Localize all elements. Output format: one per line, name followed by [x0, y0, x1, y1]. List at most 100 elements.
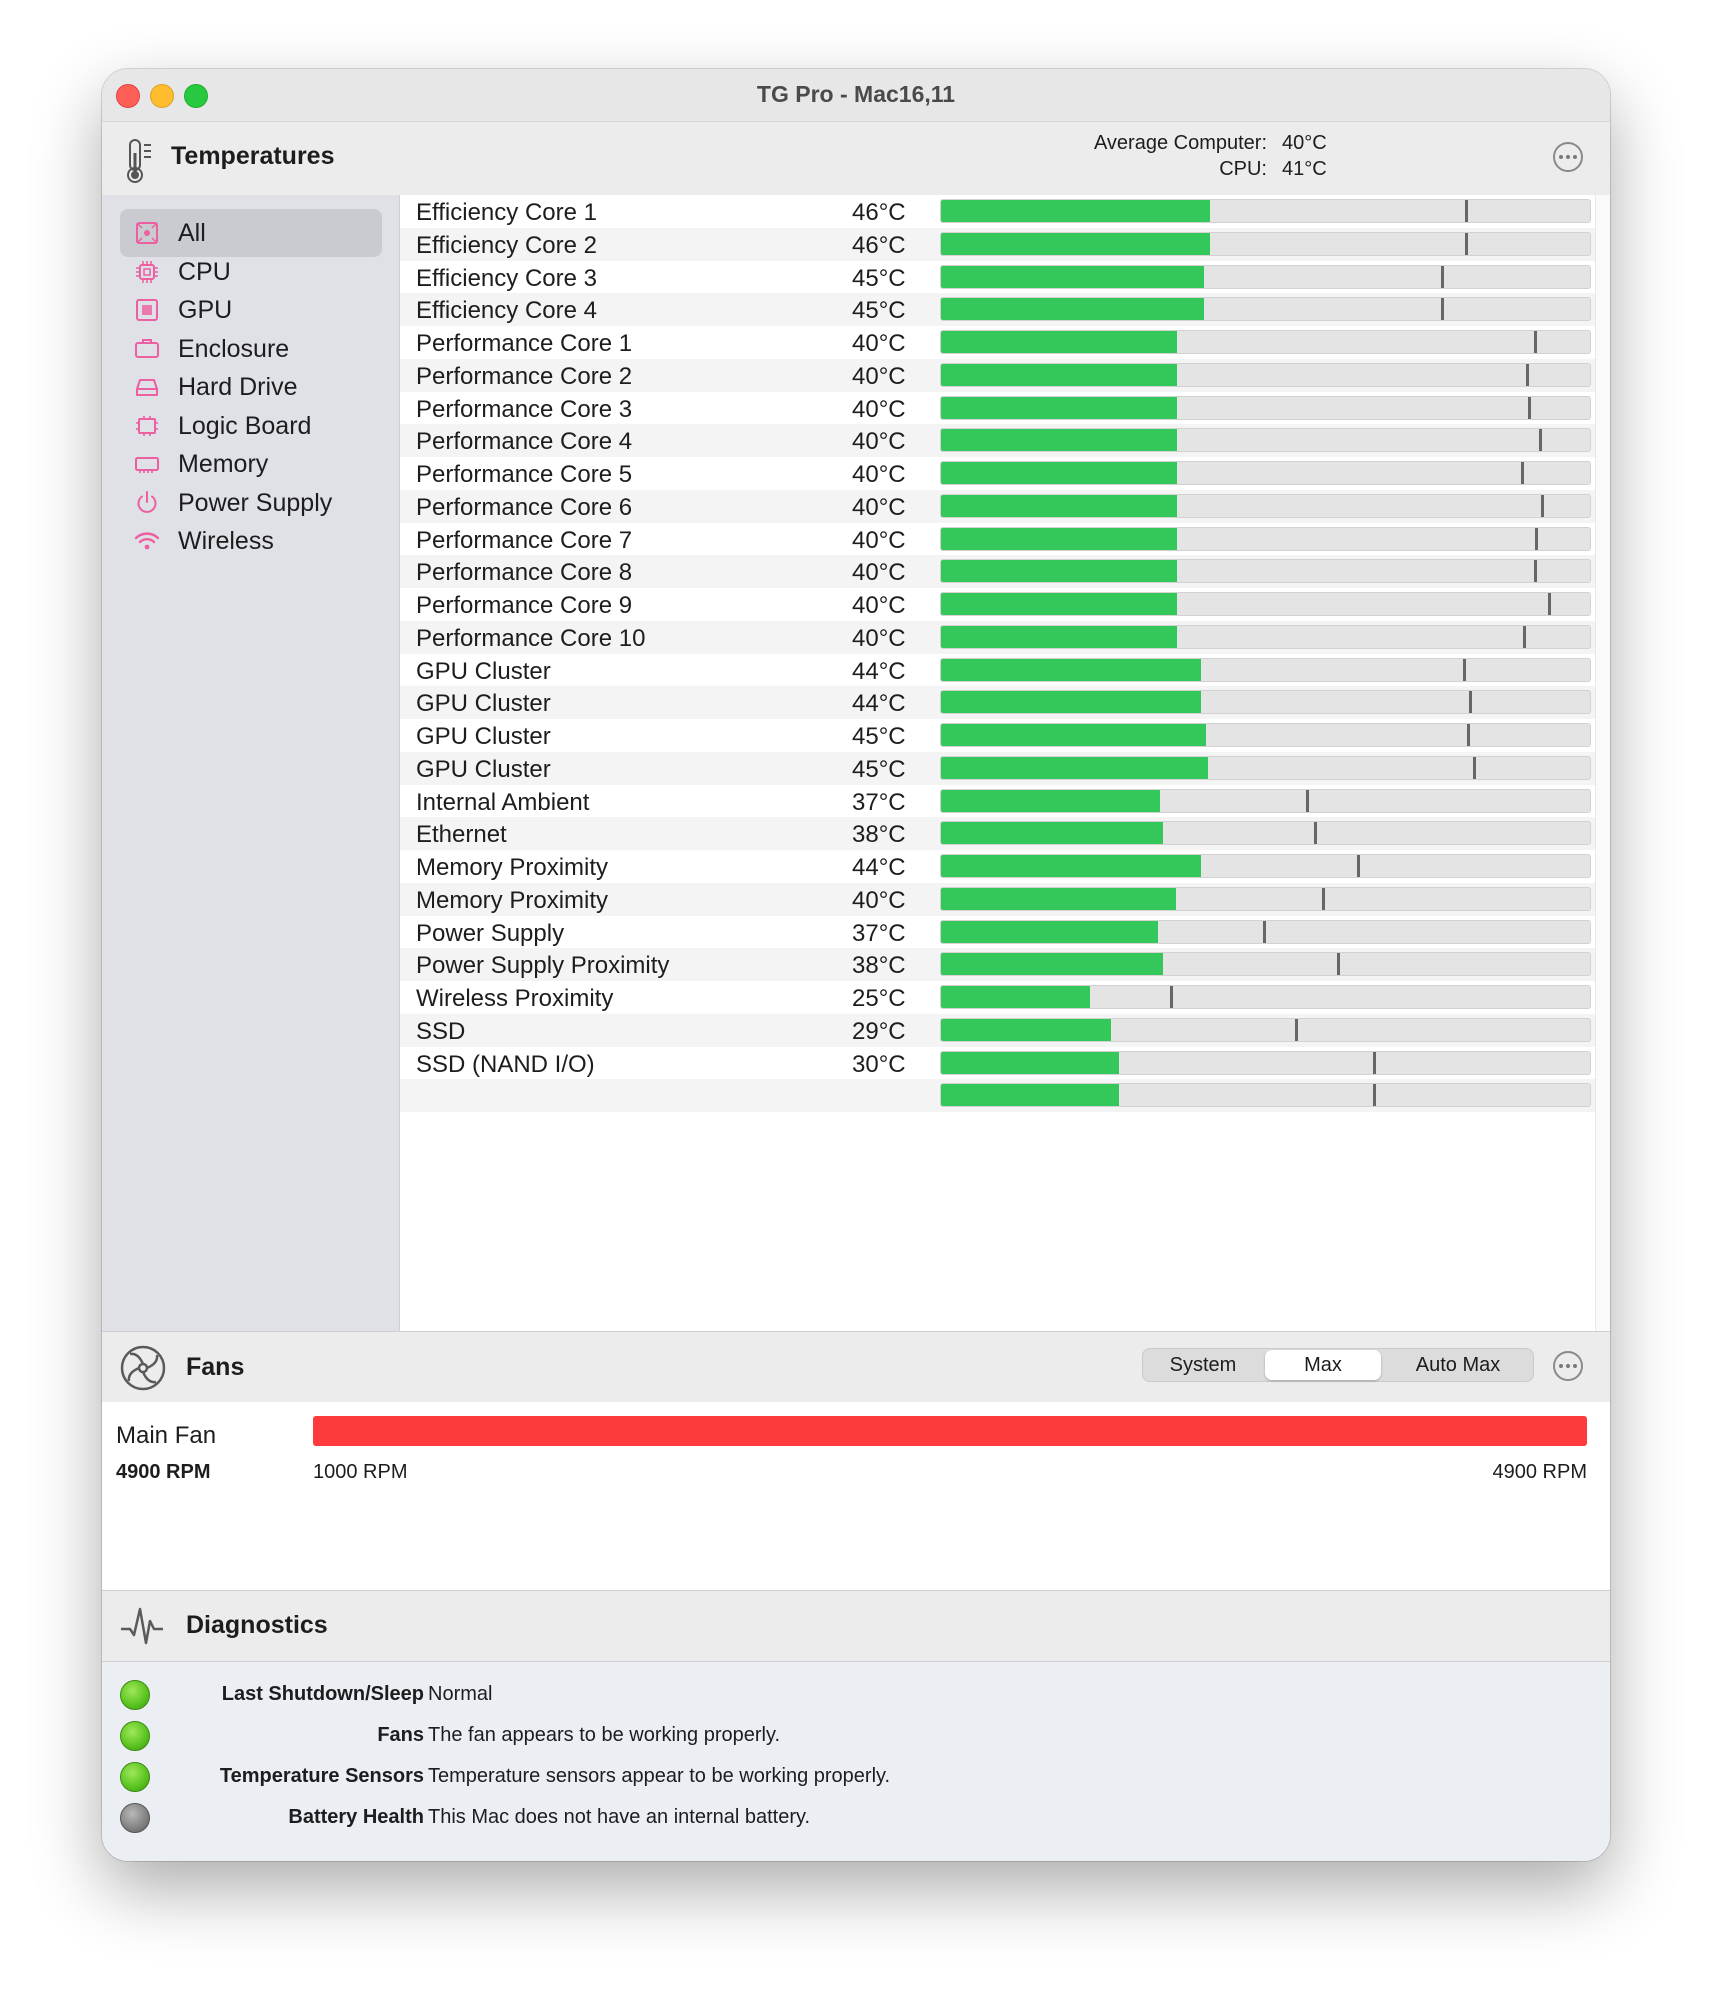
sensor-value: 45°C [852, 264, 906, 292]
sidebar-item-power-supply[interactable]: Power Supply [120, 479, 382, 527]
sensor-row[interactable]: Efficiency Core 2 46°C [400, 227, 1596, 261]
logic-board-icon [134, 413, 160, 439]
diagnostic-row: Last Shutdown/Sleep Normal [102, 1678, 1610, 1718]
sensor-temperature-fill [941, 822, 1163, 845]
sensor-row[interactable]: Performance Core 3 40°C [400, 392, 1596, 425]
sensor-temperature-bar [940, 395, 1591, 420]
sensor-row[interactable]: Efficiency Core 1 46°C [400, 195, 1596, 228]
sidebar-item-wireless[interactable]: Wireless [120, 517, 382, 565]
fan-mode-selector[interactable]: System Max Auto Max [1142, 1348, 1534, 1382]
sensor-row[interactable]: Memory Proximity 44°C [400, 850, 1596, 883]
sensor-temperature-bar [940, 690, 1591, 715]
sensor-row[interactable]: Efficiency Core 4 45°C [400, 293, 1596, 326]
diagnostic-label: Temperature Sensors [219, 1765, 424, 1787]
sensor-row[interactable]: Internal Ambient 37°C [400, 785, 1596, 818]
sensor-row[interactable]: Performance Core 7 40°C [400, 523, 1596, 556]
sensor-row[interactable]: GPU Cluster 44°C [400, 654, 1596, 687]
sensor-name: GPU Cluster [416, 723, 551, 750]
sensor-temperature-bar [940, 1017, 1591, 1042]
sensor-value: 40°C [852, 428, 906, 456]
sensor-row[interactable]: GPU Cluster 44°C [400, 686, 1596, 719]
diagnostic-text: Normal [428, 1683, 493, 1705]
diagnostic-text: The fan appears to be working properly. [428, 1724, 781, 1746]
main-fan-rpm: 4900 RPM [116, 1461, 211, 1483]
sidebar-item-hard-drive[interactable]: Hard Drive [120, 363, 382, 411]
sidebar-item-label: All [178, 219, 206, 247]
minimize-window-button[interactable] [150, 84, 174, 108]
sensor-row[interactable]: Power Supply 37°C [400, 916, 1596, 949]
temperatures-title: Temperatures [171, 142, 335, 170]
sensor-row[interactable]: Wireless Proximity 25°C [400, 981, 1596, 1014]
sensor-max-marker [1357, 855, 1360, 877]
sensor-list[interactable]: Efficiency Core 1 46°C Efficiency Core 2 46… [400, 195, 1610, 1331]
sensor-row[interactable]: Performance Core 5 40°C [400, 457, 1596, 490]
sensor-value: 30°C [852, 1050, 906, 1078]
sensor-row[interactable]: GPU Cluster 45°C [400, 751, 1596, 785]
sensor-name: Performance Core 8 [416, 559, 633, 587]
sensor-temperature-bar [940, 297, 1591, 322]
sensor-row[interactable]: SSD 29°C [400, 1013, 1596, 1047]
sidebar-item-label: Power Supply [178, 488, 333, 517]
fan-mode-system[interactable]: System [1169, 1354, 1237, 1376]
sensor-temperature-fill [941, 200, 1211, 222]
sensor-value: 46°C [852, 199, 906, 226]
sensor-temperature-fill [941, 331, 1178, 353]
sidebar-item-gpu[interactable]: GPU [120, 286, 382, 334]
sensor-name: Power Supply [416, 919, 565, 947]
sensor-row[interactable]: GPU Cluster 45°C [400, 719, 1596, 752]
sensor-value: 40°C [852, 461, 906, 488]
sensor-name: Efficiency Core 3 [416, 264, 597, 292]
sidebar-item-all[interactable]: All [120, 209, 382, 257]
sensor-name: Performance Core 6 [416, 493, 633, 521]
sensor-temperature-fill [941, 953, 1163, 976]
app-window: TG Pro - Mac16,11 Temperatures Average C… [102, 69, 1610, 1861]
sensor-row[interactable]: Performance Core 10 40°C [400, 620, 1596, 654]
sensor-row[interactable]: SSD (NAND I/O) 30°C [400, 1047, 1596, 1080]
sidebar-item-logic-board[interactable]: Logic Board [120, 402, 382, 450]
fans-title: Fans [186, 1353, 245, 1381]
temperatures-options-button[interactable] [1553, 142, 1583, 172]
fan-mode-max[interactable]: Max [1265, 1350, 1381, 1380]
sensor-temperature-bar [940, 526, 1591, 551]
sensor-temperature-bar [940, 657, 1591, 682]
sensor-temperature-fill [941, 887, 1176, 910]
sensor-row[interactable]: Performance Core 4 40°C [400, 424, 1596, 457]
sensor-value: 40°C [852, 493, 906, 521]
sensor-temperature-fill [941, 1084, 1119, 1107]
fans-options-button[interactable] [1553, 1351, 1583, 1381]
sensor-temperature-bar [940, 199, 1591, 223]
sensor-max-marker [1306, 789, 1310, 812]
sidebar-item-label: Enclosure [178, 334, 290, 363]
sensor-row[interactable]: Efficiency Core 3 45°C [400, 261, 1596, 294]
fan-mode-auto-max[interactable]: Auto Max [1415, 1354, 1501, 1376]
sensor-row[interactable]: Performance Core 9 40°C [400, 588, 1596, 621]
sidebar-item-memory[interactable]: Memory [120, 440, 382, 488]
sensor-row[interactable]: Performance Core 2 40°C [400, 358, 1596, 392]
sensor-temperature-fill [941, 1018, 1112, 1041]
sensor-row[interactable]: Performance Core 8 40°C [400, 555, 1596, 588]
zoom-window-button[interactable] [184, 84, 208, 108]
sensor-row[interactable]: Memory Proximity 40°C [400, 882, 1596, 916]
sensor-temperature-bar [940, 821, 1591, 846]
main-fan-speed-bar [313, 1416, 1587, 1446]
sensor-max-marker [1336, 953, 1340, 976]
sensor-temperature-bar [940, 854, 1591, 878]
sensor-list-scrollbar[interactable] [1595, 195, 1610, 1331]
sensor-row[interactable]: Performance Core 6 40°C [400, 489, 1596, 523]
sidebar-item-cpu[interactable]: CPU [120, 248, 382, 296]
sensor-row[interactable] [400, 1079, 1596, 1112]
fans-header: Fans System Max Auto Max [102, 1331, 1610, 1403]
sensor-max-marker [1522, 625, 1526, 648]
sensor-max-marker [1527, 396, 1531, 419]
sensor-row[interactable]: Ethernet 38°C [400, 817, 1596, 850]
sensor-name: Performance Core 9 [416, 592, 633, 619]
sensor-value: 38°C [852, 952, 906, 980]
sensor-name: Performance Core 2 [416, 362, 633, 390]
status-indicator-icon [120, 1721, 150, 1751]
sidebar-item-enclosure[interactable]: Enclosure [120, 325, 382, 373]
sensor-name: Memory Proximity [416, 854, 609, 881]
sensor-temperature-fill [941, 462, 1178, 484]
close-window-button[interactable] [116, 84, 140, 108]
sensor-row[interactable]: Power Supply Proximity 38°C [400, 948, 1596, 981]
sensor-row[interactable]: Performance Core 1 40°C [400, 326, 1596, 359]
